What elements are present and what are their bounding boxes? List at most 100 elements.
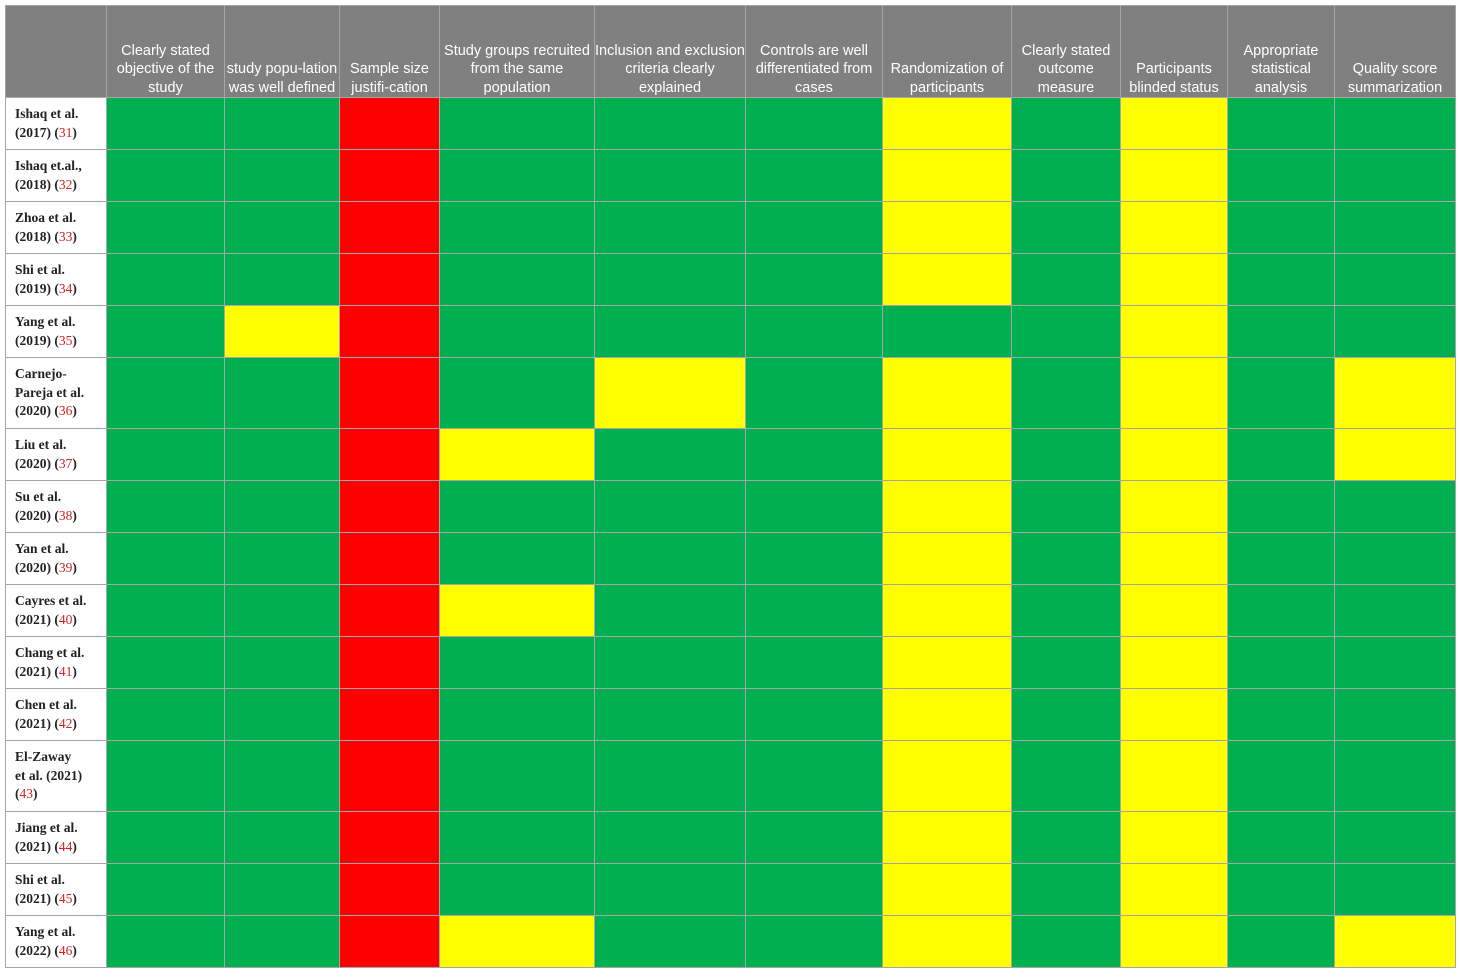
study-label: El-Zaway et al. (2021) bbox=[15, 749, 83, 783]
rating-cell-green bbox=[594, 97, 746, 150]
rating-cell-green bbox=[1011, 357, 1121, 429]
rating-cell-green bbox=[745, 688, 883, 741]
rating-cell-green bbox=[1227, 688, 1335, 741]
rating-cell-green bbox=[224, 480, 340, 533]
reference-link[interactable]: 39 bbox=[58, 559, 73, 575]
study-cell: Chang et al. (2021) (41) bbox=[5, 636, 107, 689]
reference-link[interactable]: 40 bbox=[58, 611, 73, 627]
study-label: Jiang et al. (2021) bbox=[15, 820, 78, 854]
reference-link[interactable]: 31 bbox=[58, 124, 73, 140]
rating-cell-yellow bbox=[882, 201, 1012, 254]
reference-link[interactable]: 35 bbox=[58, 332, 73, 348]
rating-cell-green bbox=[594, 740, 746, 812]
study-cell: Ishaq et.al., (2018) (32) bbox=[5, 149, 107, 202]
rating-cell-green bbox=[1334, 688, 1456, 741]
rating-cell-yellow bbox=[1120, 688, 1228, 741]
column-header: Sample size justifi-cation bbox=[339, 5, 440, 98]
study-label: Ishaq et.al., (2018) bbox=[15, 158, 82, 192]
rating-cell-red bbox=[339, 305, 440, 358]
reference-link[interactable]: 38 bbox=[58, 507, 73, 523]
rating-cell-green bbox=[745, 532, 883, 585]
rating-cell-green bbox=[439, 305, 595, 358]
rating-cell-yellow bbox=[882, 428, 1012, 481]
rating-cell-green bbox=[1011, 428, 1121, 481]
rating-cell-green bbox=[594, 863, 746, 916]
rating-cell-green bbox=[594, 428, 746, 481]
rating-cell-yellow bbox=[882, 636, 1012, 689]
rating-cell-green bbox=[106, 253, 225, 306]
rating-cell-yellow bbox=[882, 357, 1012, 429]
rating-cell-yellow bbox=[439, 584, 595, 637]
rating-cell-yellow bbox=[882, 740, 1012, 812]
rating-cell-green bbox=[1011, 532, 1121, 585]
rating-cell-green bbox=[745, 149, 883, 202]
rating-cell-green bbox=[106, 305, 225, 358]
quality-assessment-table: Clearly stated objective of the study stu… bbox=[5, 5, 1456, 968]
table-row: Ishaq et al. (2017) (31) bbox=[5, 97, 1456, 150]
rating-cell-yellow bbox=[1120, 740, 1228, 812]
reference-link[interactable]: 34 bbox=[58, 280, 73, 296]
rating-cell-green bbox=[224, 532, 340, 585]
rating-cell-green bbox=[224, 201, 340, 254]
rating-cell-green bbox=[106, 584, 225, 637]
rating-cell-green bbox=[106, 636, 225, 689]
column-header: Study groups recruited from the same pop… bbox=[439, 5, 595, 98]
study-label: Chang et al. (2021) bbox=[15, 645, 85, 679]
reference-link[interactable]: 45 bbox=[58, 890, 73, 906]
rating-cell-green bbox=[1011, 811, 1121, 864]
rating-cell-yellow bbox=[1120, 532, 1228, 585]
reference-link[interactable]: 37 bbox=[58, 455, 73, 471]
rating-cell-green bbox=[745, 305, 883, 358]
rating-cell-green bbox=[1334, 97, 1456, 150]
rating-cell-yellow bbox=[1120, 97, 1228, 150]
rating-cell-green bbox=[594, 584, 746, 637]
rating-cell-yellow bbox=[224, 305, 340, 358]
rating-cell-green bbox=[1011, 305, 1121, 358]
study-label: Cayres et al. (2021) bbox=[15, 593, 87, 627]
rating-cell-green bbox=[1334, 811, 1456, 864]
rating-cell-yellow bbox=[882, 584, 1012, 637]
rating-cell-green bbox=[106, 428, 225, 481]
rating-cell-yellow bbox=[1120, 915, 1228, 968]
study-label: Carnejo- Pareja et al. (2020) bbox=[15, 366, 85, 418]
rating-cell-green bbox=[439, 480, 595, 533]
reference-link[interactable]: 32 bbox=[58, 176, 73, 192]
reference-link[interactable]: 46 bbox=[58, 942, 73, 958]
rating-cell-green bbox=[745, 915, 883, 968]
rating-cell-green bbox=[745, 584, 883, 637]
rating-cell-green bbox=[106, 688, 225, 741]
column-header: Clearly stated objective of the study bbox=[106, 5, 225, 98]
rating-cell-green bbox=[439, 149, 595, 202]
rating-cell-yellow bbox=[1120, 357, 1228, 429]
rating-cell-green bbox=[1227, 305, 1335, 358]
rating-cell-yellow bbox=[1120, 201, 1228, 254]
rating-cell-green bbox=[106, 740, 225, 812]
rating-cell-green bbox=[1227, 584, 1335, 637]
study-cell: Jiang et al. (2021) (44) bbox=[5, 811, 107, 864]
reference-link[interactable]: 33 bbox=[58, 228, 73, 244]
rating-cell-green bbox=[594, 253, 746, 306]
study-cell: Zhoa et al. (2018) (33) bbox=[5, 201, 107, 254]
rating-cell-green bbox=[1011, 915, 1121, 968]
table-body: Ishaq et al. (2017) (31) Ishaq et.al., (2… bbox=[5, 97, 1456, 968]
column-header: Controls are well differentiated from ca… bbox=[745, 5, 883, 98]
rating-cell-green bbox=[1227, 480, 1335, 533]
rating-cell-green bbox=[224, 97, 340, 150]
reference-link[interactable]: 41 bbox=[58, 663, 73, 679]
study-label: Liu et al. (2020) bbox=[15, 437, 67, 471]
reference-link[interactable]: 43 bbox=[19, 786, 34, 801]
rating-cell-green bbox=[1227, 740, 1335, 812]
rating-cell-yellow bbox=[1334, 357, 1456, 429]
reference-link[interactable]: 42 bbox=[58, 715, 73, 731]
rating-cell-green bbox=[224, 740, 340, 812]
reference-link[interactable]: 36 bbox=[58, 403, 73, 418]
study-cell: Chen et al. (2021) (42) bbox=[5, 688, 107, 741]
rating-cell-yellow bbox=[882, 149, 1012, 202]
rating-cell-yellow bbox=[1120, 584, 1228, 637]
rating-cell-green bbox=[1227, 201, 1335, 254]
rating-cell-green bbox=[745, 636, 883, 689]
reference-link[interactable]: 44 bbox=[58, 838, 73, 854]
column-header: Appropriate statistical analysis bbox=[1227, 5, 1335, 98]
rating-cell-green bbox=[1011, 863, 1121, 916]
rating-cell-green bbox=[224, 428, 340, 481]
